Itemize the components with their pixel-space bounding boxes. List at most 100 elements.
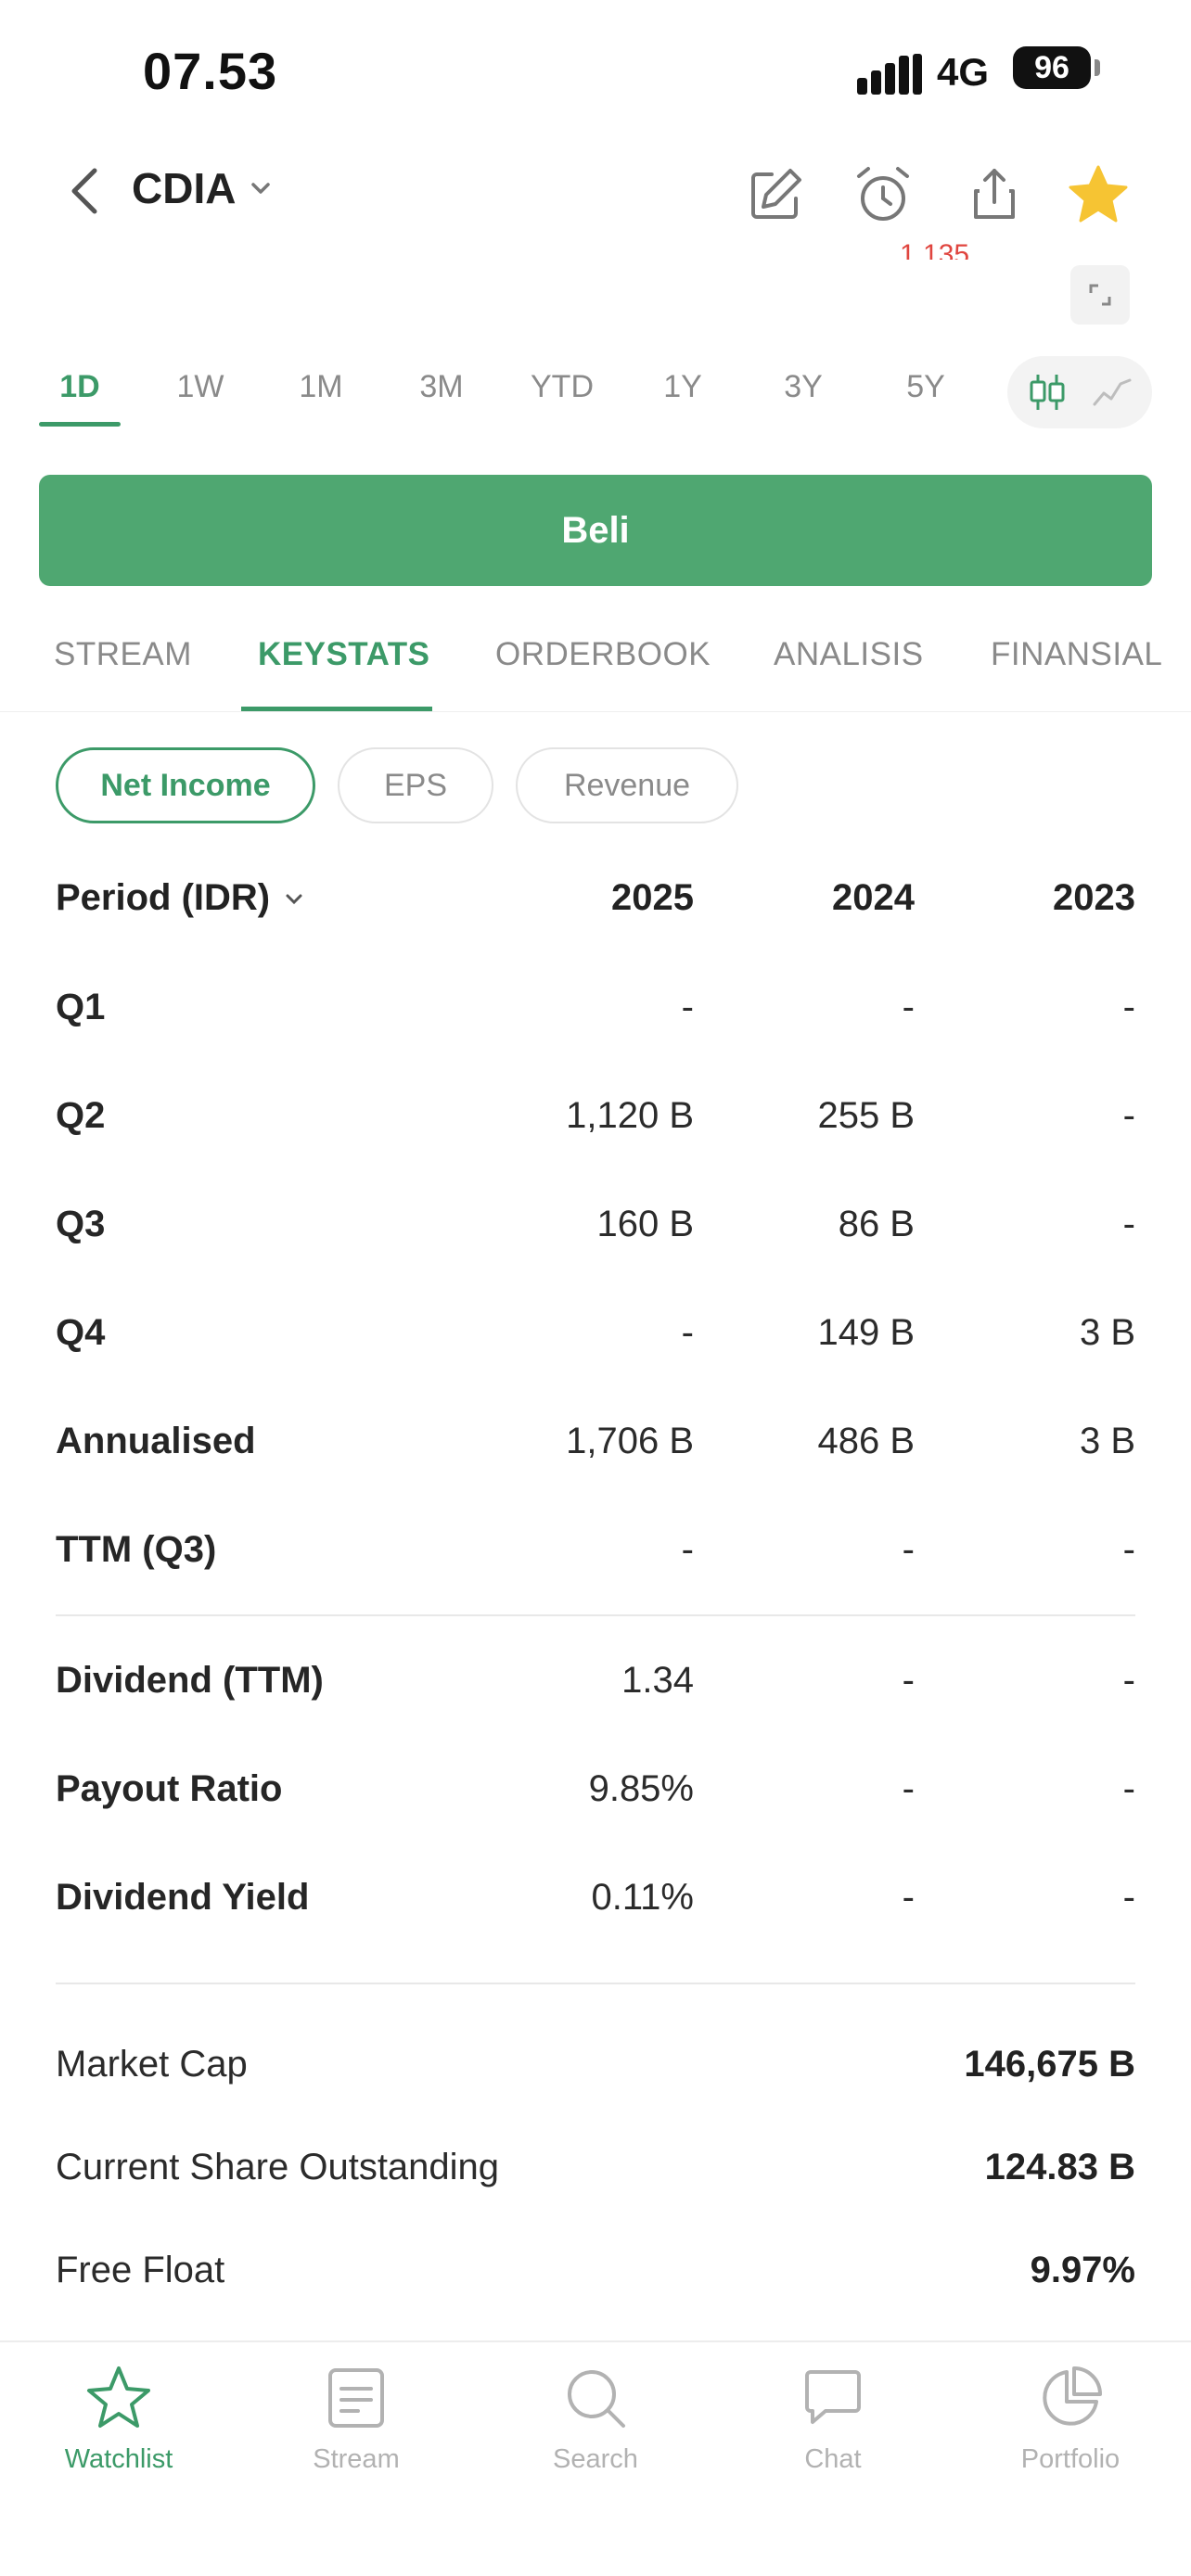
- cell-q2-2025: 1,120 B: [566, 1095, 694, 1136]
- range-tab-1w[interactable]: 1W: [176, 369, 224, 404]
- chevron-down-icon[interactable]: [247, 174, 275, 202]
- cell-dividend-2023: -: [1122, 1660, 1135, 1701]
- buy-button[interactable]: Beli: [39, 475, 1152, 586]
- star-outline-icon: [87, 2366, 150, 2428]
- row-label-ttm: TTM (Q3): [56, 1529, 217, 1570]
- search-icon: [568, 2370, 625, 2428]
- range-tab-indicator: [39, 422, 121, 427]
- cell-q3-2025: 160 B: [596, 1204, 694, 1244]
- chart-type-toggle[interactable]: [1007, 356, 1152, 428]
- cell-payout-2025: 9.85%: [588, 1768, 694, 1809]
- period-label: Period (IDR): [56, 877, 271, 918]
- row-label-q3: Q3: [56, 1204, 106, 1244]
- chip-revenue[interactable]: Revenue: [516, 747, 738, 823]
- nav-label-watchlist: Watchlist: [64, 2444, 173, 2474]
- ticker-symbol[interactable]: CDIA: [132, 164, 237, 212]
- row-label-q1: Q1: [56, 987, 106, 1027]
- expand-chart-button[interactable]: [1070, 265, 1130, 325]
- section-tab-indicator: [241, 707, 432, 711]
- cell-q4-2025: -: [681, 1312, 694, 1353]
- expand-icon: [1089, 284, 1111, 306]
- stat-value-market-cap: 146,675 B: [964, 2044, 1135, 2085]
- tab-analisis[interactable]: ANALISIS: [774, 636, 924, 672]
- cell-dividend-2024: -: [902, 1660, 915, 1701]
- cell-dividend-2025: 1.34: [621, 1660, 694, 1701]
- nav-label-search: Search: [553, 2444, 638, 2474]
- stat-label-free-float: Free Float: [56, 2250, 225, 2290]
- tab-stream[interactable]: STREAM: [54, 636, 192, 672]
- range-tab-1d[interactable]: 1D: [59, 369, 100, 404]
- cell-payout-2024: -: [902, 1768, 915, 1809]
- stats-divider: [56, 1983, 1135, 1984]
- nav-label-chat: Chat: [804, 2444, 862, 2474]
- stat-label-share-outstanding: Current Share Outstanding: [56, 2147, 500, 2187]
- candlestick-icon[interactable]: [1026, 371, 1069, 414]
- cell-ttm-2025: -: [681, 1529, 694, 1570]
- range-tab-1m[interactable]: 1M: [299, 369, 343, 404]
- range-tab-ytd[interactable]: YTD: [531, 369, 594, 404]
- cell-yield-2024: -: [902, 1877, 915, 1918]
- chip-net-income[interactable]: Net Income: [56, 747, 315, 823]
- nav-stream[interactable]: Stream: [263, 2363, 449, 2475]
- line-chart-icon[interactable]: [1091, 371, 1133, 414]
- row-label-dividend-ttm: Dividend (TTM): [56, 1660, 324, 1701]
- row-label-payout-ratio: Payout Ratio: [56, 1768, 283, 1809]
- cell-q2-2023: -: [1122, 1095, 1135, 1136]
- range-tab-3y[interactable]: 3Y: [784, 369, 823, 404]
- row-label-q4: Q4: [56, 1312, 106, 1353]
- star-icon[interactable]: [1067, 163, 1130, 226]
- chart-price-label: 1,135: [900, 239, 970, 260]
- tab-orderbook[interactable]: ORDERBOOK: [495, 636, 711, 672]
- year-column-2024: 2024: [832, 877, 915, 918]
- nav-watchlist[interactable]: Watchlist: [26, 2363, 211, 2475]
- row-label-annualised: Annualised: [56, 1421, 256, 1461]
- nav-chat[interactable]: Chat: [740, 2363, 926, 2475]
- range-tab-3m[interactable]: 3M: [419, 369, 464, 404]
- year-column-2023: 2023: [1053, 877, 1135, 918]
- battery-indicator: 96: [1013, 46, 1091, 89]
- back-arrow-icon[interactable]: [59, 163, 115, 219]
- range-tab-5y[interactable]: 5Y: [906, 369, 945, 404]
- alarm-clock-icon[interactable]: [852, 163, 915, 226]
- bottom-nav-divider: [0, 2340, 1191, 2342]
- year-column-2025: 2025: [611, 877, 694, 918]
- range-tab-1y[interactable]: 1Y: [663, 369, 702, 404]
- tab-keystats[interactable]: KEYSTATS: [258, 636, 430, 672]
- cellular-signal-icon: [857, 54, 922, 95]
- chevron-down-icon: [286, 894, 302, 905]
- cell-q4-2023: 3 B: [1079, 1312, 1135, 1353]
- cell-q2-2024: 255 B: [817, 1095, 915, 1136]
- status-time: 07.53: [143, 42, 278, 100]
- document-icon: [328, 2368, 384, 2428]
- tabs-divider: [0, 711, 1191, 712]
- stat-value-free-float: 9.97%: [1030, 2250, 1135, 2290]
- cell-yield-2023: -: [1122, 1877, 1135, 1918]
- nav-label-stream: Stream: [313, 2444, 400, 2474]
- cell-q1-2025: -: [681, 987, 694, 1027]
- cell-q4-2024: 149 B: [817, 1312, 915, 1353]
- table-divider: [56, 1614, 1135, 1616]
- chip-eps[interactable]: EPS: [338, 747, 493, 823]
- stat-value-share-outstanding: 124.83 B: [984, 2147, 1135, 2187]
- cell-q1-2023: -: [1122, 987, 1135, 1027]
- nav-search[interactable]: Search: [503, 2363, 688, 2475]
- share-icon[interactable]: [963, 163, 1026, 226]
- cell-annualised-2025: 1,706 B: [566, 1421, 694, 1461]
- nav-portfolio[interactable]: Portfolio: [978, 2363, 1163, 2475]
- stat-label-market-cap: Market Cap: [56, 2044, 248, 2085]
- cell-ttm-2023: -: [1122, 1529, 1135, 1570]
- battery-tip: [1095, 59, 1100, 76]
- cell-annualised-2023: 3 B: [1079, 1421, 1135, 1461]
- pie-chart-icon: [1043, 2366, 1102, 2426]
- cell-ttm-2024: -: [902, 1529, 915, 1570]
- cell-payout-2023: -: [1122, 1768, 1135, 1809]
- cell-q1-2024: -: [902, 987, 915, 1027]
- cell-q3-2024: 86 B: [838, 1204, 915, 1244]
- cell-annualised-2024: 486 B: [817, 1421, 915, 1461]
- period-selector[interactable]: Period (IDR): [56, 877, 308, 919]
- edit-icon[interactable]: [744, 163, 807, 226]
- cell-yield-2025: 0.11%: [591, 1877, 694, 1918]
- tab-finansial[interactable]: FINANSIAL: [991, 636, 1163, 672]
- row-label-dividend-yield: Dividend Yield: [56, 1877, 310, 1918]
- network-type: 4G: [937, 50, 990, 94]
